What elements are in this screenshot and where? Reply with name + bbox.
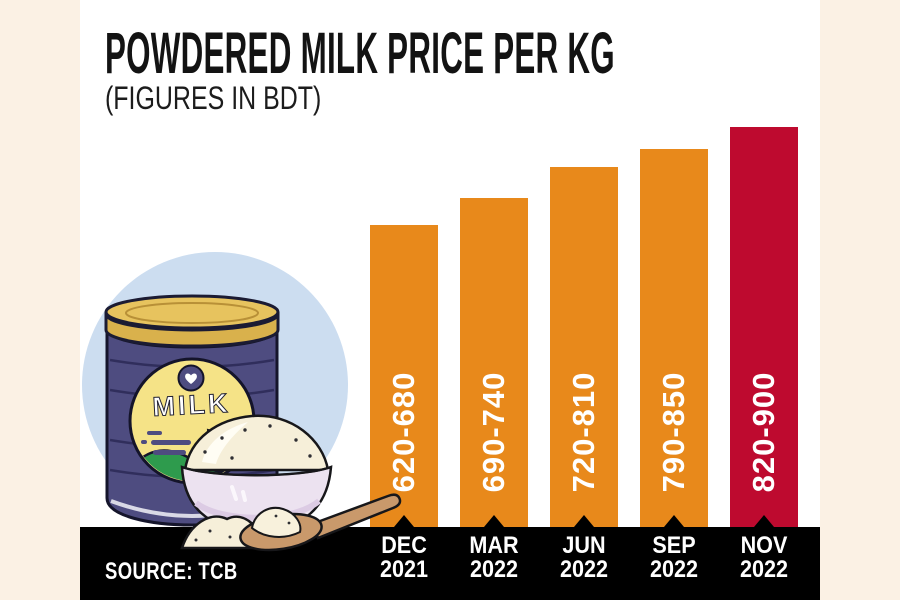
- label-badge: [177, 364, 205, 392]
- month-text: JUN: [562, 532, 606, 559]
- powder-mound: [183, 414, 330, 472]
- bar-value-label: 620-680: [386, 371, 421, 493]
- chart-panel: POWDERED MILK PRICE PER KG (FIGURES IN B…: [80, 0, 820, 600]
- axis-label-jun-2022: JUN 2022: [544, 534, 625, 581]
- label-text-lines: [141, 431, 191, 455]
- year-text: 2021: [379, 555, 429, 583]
- axis-label-dec-2021: DEC 2021: [364, 534, 445, 581]
- heart-icon: [185, 373, 197, 384]
- bar-value-label: 720-810: [566, 371, 601, 493]
- year-text: 2022: [649, 555, 699, 583]
- green-swoosh: [132, 449, 252, 481]
- bar-value-label: 790-850: [656, 371, 691, 493]
- month-text: NOV: [740, 532, 788, 559]
- month-text: SEP: [652, 532, 696, 559]
- axis-pointer-triangle: [574, 515, 594, 527]
- tin-label-text: MILK: [152, 388, 231, 422]
- bar-sep-2022: [640, 149, 708, 527]
- page-subtitle: (FIGURES IN BDT): [105, 80, 322, 116]
- bar-nov-2022: [730, 127, 798, 527]
- axis-pointer-triangle: [394, 515, 414, 527]
- month-text: DEC: [381, 532, 427, 559]
- source-label: SOURCE: TCB: [105, 558, 238, 585]
- milk-tin-icon: [104, 294, 280, 527]
- axis-pointer-triangle: [664, 515, 684, 527]
- year-text: 2022: [469, 555, 519, 583]
- bar-jun-2022: [550, 167, 618, 527]
- axis-label-mar-2022: MAR 2022: [454, 534, 535, 581]
- axis-pointer-triangle: [754, 515, 774, 527]
- year-text: 2022: [559, 555, 609, 583]
- month-text: MAR: [469, 532, 519, 559]
- axis-label-sep-2022: SEP 2022: [634, 534, 715, 581]
- bar-value-label: 690-740: [476, 371, 511, 493]
- glass-icon: [206, 425, 252, 471]
- tin-label: MILK: [128, 357, 256, 485]
- axis-label-nov-2022: NOV 2022: [724, 534, 805, 581]
- axis-pointer-triangle: [484, 515, 504, 527]
- bar-value-label: 820-900: [746, 371, 781, 493]
- page-title: POWDERED MILK PRICE PER KG: [105, 21, 615, 86]
- backdrop-circle: [82, 252, 348, 518]
- bar-dec-2021: [370, 225, 438, 527]
- bar-mar-2022: [460, 198, 528, 527]
- year-text: 2022: [739, 555, 789, 583]
